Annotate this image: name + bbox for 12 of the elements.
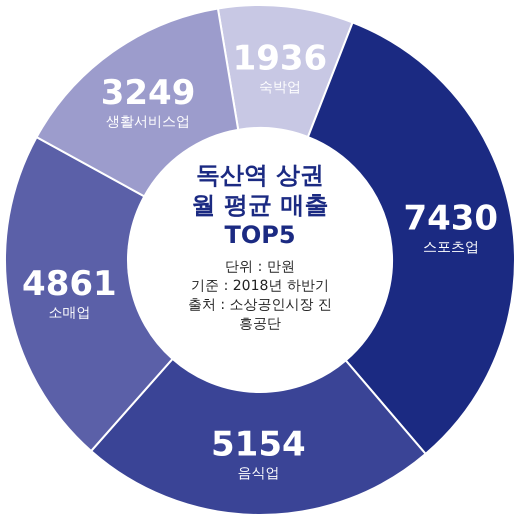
data-label: 3249: [100, 73, 196, 114]
slice-label: 소매업: [48, 305, 90, 322]
slice-label: 스포츠업: [422, 240, 479, 256]
text: 기준 : 2018년 하반기: [190, 277, 330, 296]
data-label: 5154: [211, 424, 306, 464]
slice-label: 음식업: [237, 465, 280, 482]
source-note: 출처 : 소상공인시장 진흥공단: [186, 296, 334, 334]
slice-label: 생활서비스업: [106, 114, 190, 130]
text: 독산역 상권 월 평균 매출 TOP5: [190, 160, 330, 250]
data-label: 4861: [22, 264, 117, 304]
text: 단위 : 만원: [224, 258, 296, 277]
data-label: 7430: [403, 198, 498, 239]
